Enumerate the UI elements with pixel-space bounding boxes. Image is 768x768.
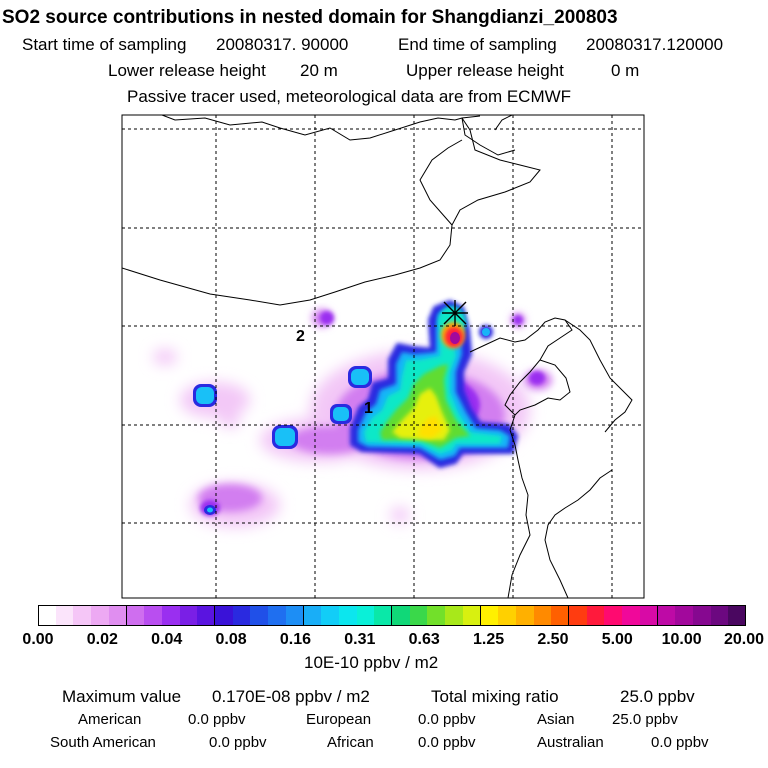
region-name-african: African (327, 734, 374, 751)
colorbar-cell (427, 605, 446, 626)
region-value-asian: 25.0 ppbv (612, 711, 678, 728)
upper-release-label: Upper release height (406, 61, 564, 80)
region-label-1: 1 (364, 400, 373, 417)
colorbar-cell (232, 605, 251, 626)
colorbar-cell (586, 605, 605, 626)
receptor-star-icon (442, 300, 468, 326)
colorbar-tick-label: 0.08 (215, 631, 247, 648)
end-time-value: 20080317.120000 (586, 35, 724, 54)
colorbar-cell (657, 605, 676, 626)
colorbar-cell (126, 605, 145, 626)
colorbar-cell (639, 605, 658, 626)
region-label-2: 2 (296, 328, 305, 345)
colorbar-cell (215, 605, 234, 626)
end-time-label: End time of sampling (398, 35, 557, 54)
colorbar-cell (197, 605, 216, 626)
colorbar-cell (710, 605, 729, 626)
concentration-field (153, 300, 552, 527)
colorbar-tick-label: 1.25 (472, 631, 505, 648)
total-mixing-value: 25.0 ppbv (620, 687, 695, 706)
colorbar-cell (179, 605, 198, 626)
lower-release-label: Lower release height (108, 61, 266, 80)
region-value-american: 0.0 ppbv (188, 711, 246, 728)
colorbar-cell (409, 605, 428, 626)
colorbar-cell (462, 605, 481, 626)
region-value-australian: 0.0 ppbv (651, 734, 709, 751)
region-name-asian: Asian (537, 711, 575, 728)
colorbar-tick-label: 20.00 (723, 631, 764, 648)
colorbar-cell (108, 605, 127, 626)
map-frame (121, 114, 645, 599)
colorbar-tick-label: 0.16 (279, 631, 312, 648)
colorbar-cell (73, 605, 92, 626)
region-value-south-american: 0.0 ppbv (209, 734, 267, 751)
colorbar-cell (392, 605, 411, 626)
start-time-value: 20080317. 90000 (216, 35, 349, 54)
colorbar-cell (480, 605, 499, 626)
colorbar-cell (91, 605, 110, 626)
colorbar-cell (445, 605, 464, 626)
colorbar-cell (374, 605, 393, 626)
graticule (122, 115, 644, 598)
colorbar-tick-label: 0.02 (86, 631, 118, 648)
colorbar-tick-label: 2.50 (537, 631, 569, 648)
colorbar-cell (622, 605, 641, 626)
upper-release-value: 0 m (611, 61, 640, 80)
colorbar-cell (268, 605, 287, 626)
colorbar-tick-label: 10.00 (661, 631, 702, 648)
colorbar-tick-label: 0.04 (151, 631, 183, 648)
tracer-note: Passive tracer used, meteorological data… (127, 87, 572, 106)
colorbar-cell (498, 605, 517, 626)
colorbar-cell (551, 605, 570, 626)
contribution-map (121, 114, 645, 599)
max-value-label: Maximum value (62, 687, 182, 706)
colorbar-tick-label: 0.63 (408, 631, 440, 648)
colorbar-cell (144, 605, 163, 626)
colorbar-unit: 10E-10 ppbv / m2 (304, 653, 439, 672)
start-time-label: Start time of sampling (22, 35, 187, 54)
colorbar-cell (321, 605, 340, 626)
lower-release-value: 20 m (300, 61, 338, 80)
colorbar-tick-label: 5.00 (601, 631, 633, 648)
colorbar-cell (569, 605, 588, 626)
region-name-european: European (306, 711, 372, 728)
colorbar-cell (303, 605, 322, 626)
colorbar-cell (604, 605, 623, 626)
colorbar-cell (55, 605, 74, 626)
colorbar-tick-label: 0.31 (344, 631, 376, 648)
region-value-african: 0.0 ppbv (418, 734, 476, 751)
total-mixing-label: Total mixing ratio (431, 687, 559, 706)
colorbar-cell (338, 605, 358, 626)
colorbar-cell (285, 605, 304, 626)
colorbar-cell (161, 605, 181, 626)
map-title: SO2 source contributions in nested domai… (2, 7, 618, 28)
colorbar-frame (38, 605, 746, 626)
colorbar-cell (728, 605, 747, 626)
colorbar-cell (515, 605, 535, 626)
colorbar-cell (356, 605, 375, 626)
colorbar-cell (38, 605, 57, 626)
region-value-european: 0.0 ppbv (418, 711, 476, 728)
region-name-south-american: South American (50, 734, 156, 751)
colorbar-cell (250, 605, 269, 626)
region-name-australian: Australian (537, 734, 604, 751)
colorbar-tick-label: 0.00 (22, 631, 54, 648)
max-value: 0.170E-08 ppbv / m2 (212, 687, 370, 706)
region-name-american: American (78, 711, 142, 728)
colorbar-cell (675, 605, 694, 626)
colorbar-cell (533, 605, 552, 626)
colorbar-cell (692, 605, 712, 626)
